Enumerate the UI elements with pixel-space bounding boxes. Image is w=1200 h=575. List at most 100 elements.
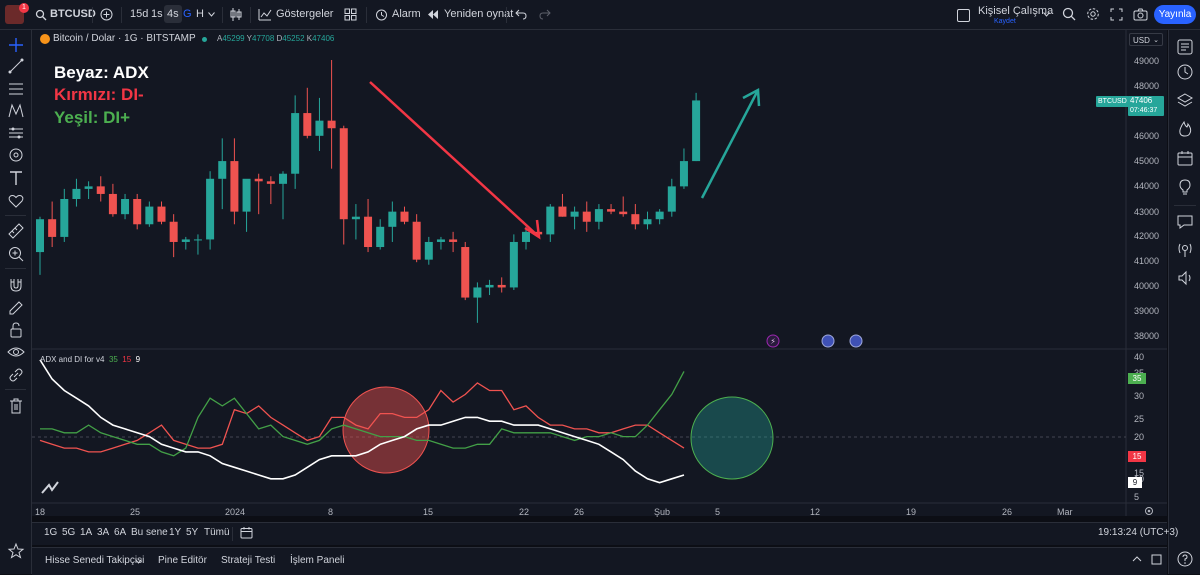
interval-h[interactable]: H: [196, 8, 204, 20]
magnet-icon[interactable]: [7, 276, 25, 294]
current-price-tag: 47406 07:46:37: [1128, 96, 1164, 116]
quick-search-icon[interactable]: [1062, 7, 1076, 21]
workspace-save[interactable]: Kaydet: [994, 18, 1016, 25]
price-tag-symbol: BTCUSD: [1096, 96, 1129, 107]
indicator-legend[interactable]: ADX and DI for v4 35 15 9: [40, 355, 141, 364]
range-1y[interactable]: 1Y: [169, 527, 182, 538]
symbol-name[interactable]: BTCUSD: [50, 8, 96, 20]
interval-1s[interactable]: 1s: [151, 8, 163, 20]
collapse-panel-icon[interactable]: [1132, 555, 1142, 563]
layers-icon[interactable]: [1176, 92, 1194, 110]
favorites-star-icon[interactable]: [7, 542, 25, 560]
range-5g[interactable]: 5G: [62, 527, 76, 538]
add-symbol-icon[interactable]: [100, 8, 113, 21]
camera-icon[interactable]: [1133, 8, 1148, 21]
price-chart[interactable]: ⚡: [32, 30, 1167, 516]
maximize-panel-icon[interactable]: [1151, 554, 1162, 565]
forecast-icon[interactable]: [7, 124, 25, 142]
settings-icon[interactable]: [1086, 7, 1100, 21]
indicators-icon[interactable]: [258, 8, 272, 21]
calendar-icon[interactable]: [1176, 149, 1194, 167]
range-3a[interactable]: 3A: [97, 527, 110, 538]
tab-strategy-tester[interactable]: Strateji Testi: [221, 555, 276, 566]
candle-body: [679, 161, 688, 187]
trend-line-icon[interactable]: [7, 57, 25, 75]
range-6a[interactable]: 6A: [114, 527, 127, 538]
workspace-dropdown-icon[interactable]: [1043, 12, 1050, 17]
replay-speaker-icon[interactable]: [1176, 269, 1194, 287]
price-axis-label: 45000: [1134, 156, 1160, 166]
candle-body: [412, 221, 421, 260]
alarm-icon[interactable]: [375, 8, 388, 21]
candlestick-series: [36, 60, 701, 323]
text-tool-icon[interactable]: [7, 169, 25, 187]
link-icon[interactable]: [7, 366, 25, 384]
range-all[interactable]: Tümü: [204, 527, 230, 538]
range-ytd[interactable]: Bu sene: [131, 527, 168, 538]
candle-body: [303, 113, 312, 136]
heart-icon[interactable]: [7, 192, 25, 210]
axis-settings-icon[interactable]: [1144, 506, 1154, 516]
tab-stock-screener[interactable]: Hisse Senedi Takipçisi: [45, 555, 145, 566]
candle-body: [48, 219, 57, 237]
chevron-down-icon[interactable]: [135, 559, 142, 564]
zoom-in-icon[interactable]: [7, 245, 25, 263]
watchlist-icon[interactable]: [1176, 38, 1194, 56]
pattern-icon[interactable]: [7, 102, 25, 120]
candle-body: [266, 181, 275, 184]
candle-body: [558, 206, 567, 217]
eye-icon[interactable]: [7, 343, 25, 361]
ideas-bulb-icon[interactable]: [1176, 178, 1194, 196]
clock[interactable]: 19:13:24 (UTC+3): [1098, 527, 1179, 538]
range-1a[interactable]: 1A: [80, 527, 93, 538]
streams-icon[interactable]: [1176, 241, 1194, 259]
trash-icon[interactable]: [7, 397, 25, 415]
brush-icon[interactable]: [7, 146, 25, 164]
templates-icon[interactable]: [344, 8, 357, 21]
goto-date-icon[interactable]: [240, 526, 253, 539]
replay-button[interactable]: Yeniden oynat: [444, 8, 514, 20]
workspace-name[interactable]: Kişisel Çalışma: [978, 5, 1054, 17]
time-axis-label: Şub: [654, 507, 671, 517]
us-flag-event-icon[interactable]: [821, 334, 835, 348]
crosshair-icon[interactable]: [7, 36, 25, 54]
chart-area[interactable]: ⚡ Bitcoin / Dolar · 1G · BITSTAMP A45299…: [32, 30, 1167, 517]
replay-icon[interactable]: [427, 9, 439, 20]
range-5y[interactable]: 5Y: [186, 527, 199, 538]
interval-15d[interactable]: 15d: [130, 8, 149, 20]
tab-pine-editor[interactable]: Pine Editör: [158, 555, 207, 566]
redo-icon[interactable]: [539, 9, 551, 20]
publish-button[interactable]: Yayınla: [1154, 5, 1196, 24]
di-minus-value-tag: 15: [1128, 451, 1146, 462]
chat-icon[interactable]: [1176, 213, 1194, 231]
price-axis-label: 40000: [1134, 281, 1160, 291]
alarm-button[interactable]: Alarm: [392, 8, 421, 20]
search-icon[interactable]: [35, 9, 47, 21]
indicators-button[interactable]: Göstergeler: [276, 8, 334, 20]
candle-type-icon[interactable]: [229, 7, 243, 22]
us-flag-event-icon[interactable]: [849, 334, 863, 348]
event-icon[interactable]: [766, 334, 780, 348]
ruler-icon[interactable]: [7, 222, 25, 240]
hotlist-fire-icon[interactable]: [1176, 120, 1194, 138]
tab-trading-panel[interactable]: İşlem Paneli: [290, 555, 345, 566]
fullscreen-icon[interactable]: [1110, 8, 1123, 21]
fib-icon[interactable]: [7, 80, 25, 98]
candle-body: [497, 284, 506, 288]
candle-body: [449, 239, 458, 242]
series-title[interactable]: Bitcoin / Dolar · 1G · BITSTAMP: [53, 33, 196, 44]
annotation-di-plus: Yeşil: DI+: [54, 108, 131, 127]
interval-4s[interactable]: 4s: [164, 5, 182, 23]
undo-icon[interactable]: [515, 9, 527, 20]
lock-icon[interactable]: [7, 321, 25, 339]
indicator-axis-label: 25: [1134, 414, 1145, 424]
help-icon[interactable]: [1176, 550, 1194, 568]
time-axis-label: 12: [810, 507, 821, 517]
draw-mode-icon[interactable]: [7, 299, 25, 317]
interval-dropdown-icon[interactable]: [208, 12, 215, 17]
alerts-clock-icon[interactable]: [1176, 63, 1194, 81]
currency-selector[interactable]: USD ⌄: [1129, 33, 1163, 46]
workspace-checkbox[interactable]: [957, 9, 970, 22]
range-1g[interactable]: 1G: [44, 527, 58, 538]
interval-g[interactable]: G: [183, 8, 192, 20]
